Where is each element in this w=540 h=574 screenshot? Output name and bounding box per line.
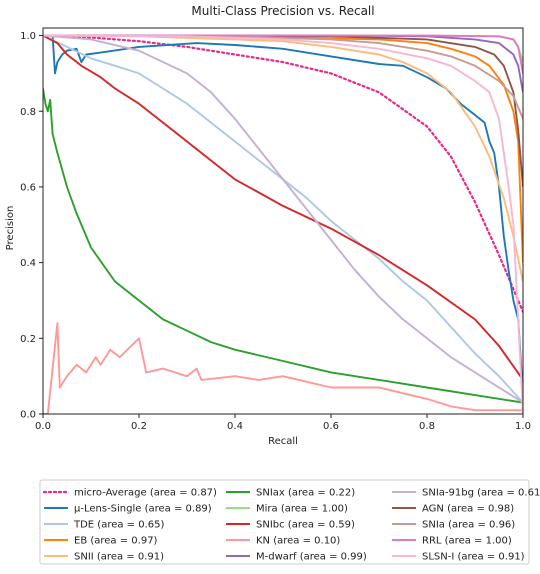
legend-entry: SNIa-91bg (area = 0.61) xyxy=(422,488,540,499)
y-tick-label: 0.2 xyxy=(20,334,36,345)
legend-entry: SNIax (area = 0.22) xyxy=(256,488,355,499)
legend-box xyxy=(39,479,530,565)
legend-entry: RRL (area = 1.00) xyxy=(422,536,512,547)
series-line-2 xyxy=(43,34,523,404)
x-tick-label: 1.0 xyxy=(515,421,531,432)
legend-entry: AGN (area = 0.98) xyxy=(422,504,514,515)
series-line-1 xyxy=(43,34,523,396)
x-tick-label: 0.2 xyxy=(131,421,147,432)
legend: micro-Average (area = 0.87) μ-Lens-Single… xyxy=(39,479,540,565)
legend-entry: KN (area = 0.10) xyxy=(256,536,340,547)
legend-entry: micro-Average (area = 0.87) xyxy=(74,488,217,499)
legend-entry: EB (area = 0.97) xyxy=(74,536,158,547)
series-line-10 xyxy=(43,34,523,404)
series-line-13 xyxy=(43,34,523,74)
legend-entry: Mira (area = 1.00) xyxy=(256,504,348,515)
y-tick-label: 0.6 xyxy=(20,182,36,193)
legend-entry: SNIbc (area = 0.59) xyxy=(256,520,355,531)
series-line-3 xyxy=(43,34,523,263)
legend-entry: M-dwarf (area = 0.99) xyxy=(256,552,367,563)
x-axis-label: Recall xyxy=(268,436,298,447)
series-line-0 xyxy=(43,34,523,313)
series-line-7 xyxy=(43,34,523,381)
legend-entry: SNII (area = 0.91) xyxy=(74,552,164,563)
y-tick-label: 1.0 xyxy=(20,31,36,42)
chart-title: Multi-Class Precision vs. Recall xyxy=(191,4,374,18)
plot-frame xyxy=(42,27,524,415)
series-line-12 xyxy=(43,34,523,120)
x-tick-label: 0.4 xyxy=(227,421,243,432)
y-tick-label: 0.8 xyxy=(20,107,36,118)
series-line-8 xyxy=(43,322,523,414)
legend-entry: SLSN-I (area = 0.91) xyxy=(422,552,525,563)
legend-entry: TDE (area = 0.65) xyxy=(73,520,165,531)
series-line-4 xyxy=(43,34,523,282)
legend-entry: SNIa (area = 0.96) xyxy=(422,520,515,531)
x-axis-ticks: 0.0 0.2 0.4 0.6 0.8 1.0 xyxy=(35,414,531,432)
y-tick-label: 0.4 xyxy=(20,258,36,269)
series-line-11 xyxy=(43,34,523,187)
legend-entry: μ-Lens-Single (area = 0.89) xyxy=(74,504,212,515)
y-axis-ticks: 0.0 0.2 0.4 0.6 0.8 1.0 xyxy=(20,31,43,421)
x-tick-label: 0.6 xyxy=(323,421,339,432)
series-line-5 xyxy=(43,88,523,404)
x-tick-label: 0.0 xyxy=(35,421,51,432)
plot-area xyxy=(43,34,523,414)
y-axis-label: Precision xyxy=(5,206,16,251)
x-tick-label: 0.8 xyxy=(419,421,435,432)
series-line-14 xyxy=(43,34,523,414)
y-tick-label: 0.0 xyxy=(20,410,36,421)
